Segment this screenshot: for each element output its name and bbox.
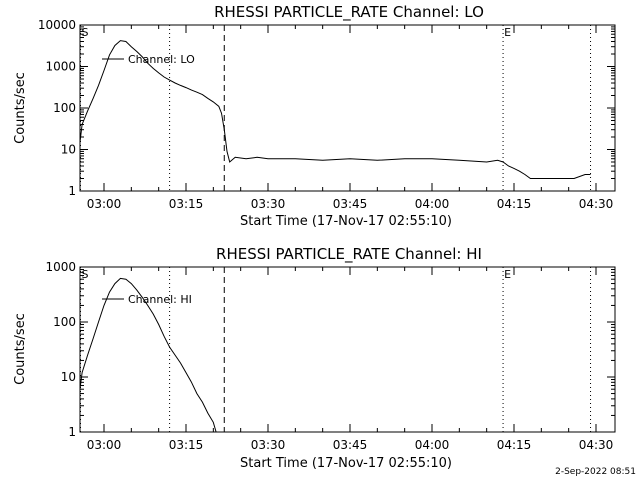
x-tick-label: 04:00 xyxy=(415,197,450,211)
time-marker-label: E xyxy=(504,268,511,281)
y-tick-label: 1000 xyxy=(45,60,76,74)
y-tick-label: 100 xyxy=(53,315,76,329)
x-tick-label: 03:30 xyxy=(251,197,286,211)
plot-frame xyxy=(79,266,616,433)
x-tick-label: 04:15 xyxy=(497,197,532,211)
y-tick-label: 10 xyxy=(61,143,76,157)
x-ticks: 03:00 03:15 03:30 03:45 04:00 04:15 04:30 xyxy=(87,25,614,211)
x-tick-label: 04:30 xyxy=(579,197,614,211)
chart-title: RHESSI PARTICLE_RATE Channel: HI xyxy=(216,245,482,264)
y-axis-label: Counts/sec xyxy=(13,313,28,385)
series-line-lo xyxy=(79,40,591,179)
time-marker-label: E xyxy=(504,26,511,39)
legend-label: Channel: HI xyxy=(128,293,192,306)
x-tick-label: 03:00 xyxy=(87,438,122,452)
x-tick-label: 03:00 xyxy=(87,197,122,211)
y-tick-label: 1000 xyxy=(45,260,76,274)
y-tick-label: 10000 xyxy=(38,18,76,32)
x-tick-label: 03:15 xyxy=(169,438,204,452)
x-tick-label: 04:15 xyxy=(497,438,532,452)
chart-title: RHESSI PARTICLE_RATE Channel: LO xyxy=(214,3,484,22)
footer-timestamp: 2-Sep-2022 08:51 xyxy=(555,467,636,477)
time-marker-label: S xyxy=(82,268,89,281)
x-axis-label: Start Time (17-Nov-17 02:55:10) xyxy=(240,456,452,471)
x-tick-label: 04:30 xyxy=(579,438,614,452)
x-tick-label: 04:00 xyxy=(415,438,450,452)
chart-panel-hi: RHESSI PARTICLE_RATE Channel: HI Counts/… xyxy=(13,245,616,471)
y-tick-label: 100 xyxy=(53,101,76,115)
y-axis-label: Counts/sec xyxy=(13,72,28,144)
legend-label: Channel: LO xyxy=(128,53,195,66)
x-axis-label: Start Time (17-Nov-17 02:55:10) xyxy=(240,214,452,229)
time-marker-label: S xyxy=(82,26,89,39)
x-ticks: 03:00 03:15 03:30 03:45 04:00 04:15 04:30 xyxy=(87,267,614,452)
x-tick-label: 03:15 xyxy=(169,197,204,211)
y-ticks: 1 10 100 1000 10000 xyxy=(38,18,615,198)
series-line-hi xyxy=(79,277,217,433)
y-tick-label: 10 xyxy=(61,370,76,384)
y-tick-label: 1 xyxy=(68,425,76,439)
x-tick-label: 03:30 xyxy=(251,438,286,452)
x-tick-label: 03:45 xyxy=(333,197,368,211)
chart-panel-lo: RHESSI PARTICLE_RATE Channel: LO Counts/… xyxy=(13,3,616,229)
x-tick-label: 03:45 xyxy=(333,438,368,452)
y-tick-label: 1 xyxy=(68,184,76,198)
